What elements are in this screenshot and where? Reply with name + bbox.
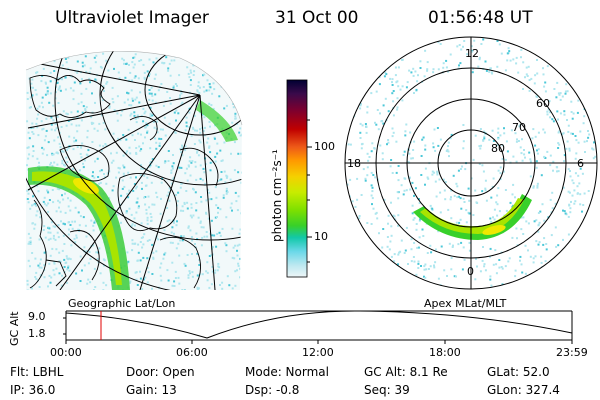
colorbar-unit-label: photon cm⁻²s⁻¹ bbox=[270, 149, 284, 242]
speckle-field-right bbox=[345, 37, 597, 289]
y-tick-1-8: 1.8 bbox=[28, 327, 46, 340]
status-door: Door: Open bbox=[126, 365, 195, 379]
graticule bbox=[26, 51, 242, 290]
colorbar-label-10: 10 bbox=[314, 230, 328, 243]
status-gc-alt: GC Alt: 8.1 Re bbox=[364, 365, 448, 379]
x-tick-1800: 18:00 bbox=[429, 346, 461, 359]
polar-grid bbox=[344, 36, 598, 290]
altitude-curve bbox=[65, 310, 573, 339]
status-glat: GLat: 52.0 bbox=[487, 365, 550, 379]
status-mode: Mode: Normal bbox=[245, 365, 329, 379]
aurora-oval-bright bbox=[482, 225, 506, 235]
altitude-timeline bbox=[63, 310, 573, 344]
aurora-patch-upper bbox=[196, 100, 238, 142]
mlt-label-0: 0 bbox=[467, 265, 474, 278]
geographic-map bbox=[26, 51, 242, 290]
status-ip: IP: 36.0 bbox=[10, 383, 56, 397]
aurora-band-left bbox=[28, 166, 130, 290]
mlt-label-12: 12 bbox=[465, 47, 479, 60]
aurora-bright-left bbox=[73, 177, 99, 195]
mlat-label-80: 80 bbox=[491, 142, 505, 155]
status-filter: Flt: LBHL bbox=[10, 365, 64, 379]
left-map-label: Geographic Lat/Lon bbox=[68, 297, 176, 310]
time-label: 01:56:48 UT bbox=[428, 8, 533, 28]
x-tick-0600: 06:00 bbox=[176, 346, 208, 359]
mlat-label-70: 70 bbox=[512, 121, 526, 134]
timeline-ticks bbox=[63, 317, 573, 344]
x-tick-2359: 23:59 bbox=[556, 346, 588, 359]
aurora-core-left bbox=[32, 171, 122, 285]
right-map-label: Apex MLat/MLT bbox=[424, 297, 507, 310]
polar-map bbox=[344, 36, 598, 290]
colorbar-gradient bbox=[286, 79, 308, 278]
mlat-label-60: 60 bbox=[536, 97, 550, 110]
mlt-label-18: 18 bbox=[347, 157, 361, 170]
app-title: Ultraviolet Imager bbox=[55, 8, 209, 28]
status-gain: Gain: 13 bbox=[126, 383, 177, 397]
coastlines bbox=[29, 75, 219, 289]
y-tick-9: 9.0 bbox=[28, 310, 46, 323]
x-tick-0000: 00:00 bbox=[50, 346, 82, 359]
status-glon: GLon: 327.4 bbox=[487, 383, 560, 397]
date-label: 31 Oct 00 bbox=[275, 8, 359, 28]
aurora-oval-core bbox=[420, 198, 524, 234]
colorbar bbox=[286, 79, 312, 278]
mlt-label-6: 6 bbox=[577, 157, 584, 170]
gc-alt-axis-label: GC Alt bbox=[8, 311, 21, 346]
x-tick-1200: 12:00 bbox=[302, 346, 334, 359]
status-dsp: Dsp: -0.8 bbox=[245, 383, 300, 397]
status-seq: Seq: 39 bbox=[364, 383, 410, 397]
colorbar-label-100: 100 bbox=[314, 140, 335, 153]
